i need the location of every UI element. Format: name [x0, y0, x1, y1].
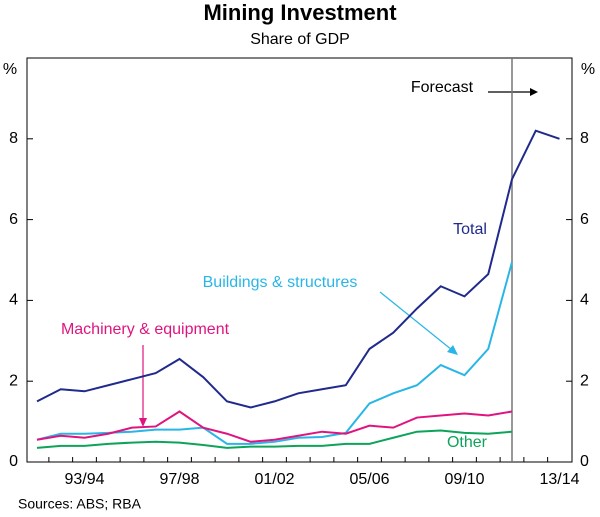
series-line: [36, 410, 513, 443]
y-tick-label: 2: [9, 372, 18, 389]
x-tick-label: 09/10: [444, 471, 484, 488]
y-unit-left: %: [3, 61, 17, 78]
forecast-arrowhead: [530, 88, 538, 96]
x-tick-label: 13/14: [539, 471, 579, 488]
source: Sources: ABS; RBA: [18, 496, 142, 512]
y-tick-label-right: 0: [580, 453, 589, 470]
x-tick-label: 97/98: [159, 471, 199, 488]
series-label: Machinery & equipment: [61, 321, 230, 338]
plot-frame: [26, 57, 573, 463]
x-tick-label: 05/06: [349, 471, 389, 488]
y-tick-label: 6: [9, 211, 18, 228]
series-label: Buildings & structures: [203, 274, 358, 291]
y-tick-label-right: 2: [580, 372, 589, 389]
series-line: [36, 429, 513, 449]
y-tick-label-right: 4: [580, 292, 589, 309]
series-line: [36, 129, 560, 409]
x-tick-label: 93/94: [64, 471, 104, 488]
x-tick-label: 01/02: [254, 471, 294, 488]
y-tick-label-right: 6: [580, 211, 589, 228]
buildings-arrowhead: [447, 345, 458, 355]
y-tick-label: 8: [9, 130, 18, 147]
y-tick-label: 0: [9, 453, 18, 470]
chart-title: Mining Investment: [203, 0, 397, 25]
series-label: Total: [453, 221, 487, 238]
series-label: Other: [447, 434, 488, 451]
buildings-arrow: [379, 291, 453, 351]
y-tick-label: 4: [9, 292, 18, 309]
forecast-label: Forecast: [411, 79, 474, 96]
y-unit-right: %: [581, 61, 595, 78]
chart-subtitle: Share of GDP: [250, 31, 350, 48]
y-tick-label-right: 8: [580, 130, 589, 147]
machinery-arrowhead: [139, 418, 147, 427]
